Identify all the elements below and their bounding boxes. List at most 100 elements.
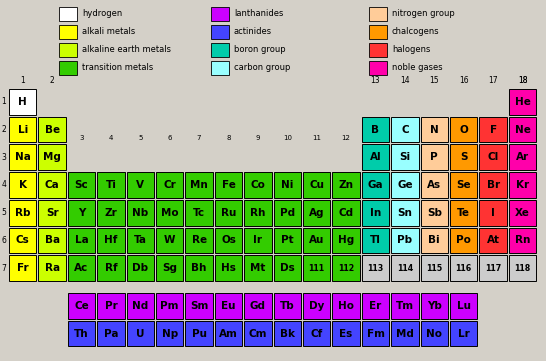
FancyBboxPatch shape xyxy=(479,117,507,142)
FancyBboxPatch shape xyxy=(391,117,419,142)
Text: H: H xyxy=(19,97,27,107)
Text: Ds: Ds xyxy=(280,263,295,273)
FancyBboxPatch shape xyxy=(211,43,229,57)
FancyBboxPatch shape xyxy=(97,227,124,253)
Text: Sr: Sr xyxy=(46,208,58,218)
Text: La: La xyxy=(75,235,88,245)
FancyBboxPatch shape xyxy=(156,172,183,198)
Text: 1: 1 xyxy=(1,97,6,106)
FancyBboxPatch shape xyxy=(186,200,213,226)
Text: 16: 16 xyxy=(459,76,468,85)
FancyBboxPatch shape xyxy=(303,321,330,347)
FancyBboxPatch shape xyxy=(391,144,419,170)
FancyBboxPatch shape xyxy=(391,227,419,253)
Text: At: At xyxy=(486,235,500,245)
FancyBboxPatch shape xyxy=(97,172,124,198)
FancyBboxPatch shape xyxy=(509,144,536,170)
FancyBboxPatch shape xyxy=(59,25,77,39)
FancyBboxPatch shape xyxy=(450,255,477,281)
Text: Cl: Cl xyxy=(488,152,498,162)
Text: 18: 18 xyxy=(518,76,527,85)
Text: Br: Br xyxy=(486,180,500,190)
Text: Nd: Nd xyxy=(132,301,149,311)
FancyBboxPatch shape xyxy=(127,172,154,198)
Text: halogens: halogens xyxy=(392,45,430,55)
Text: As: As xyxy=(427,180,441,190)
Text: 9: 9 xyxy=(256,135,260,142)
FancyBboxPatch shape xyxy=(59,43,77,57)
Text: Al: Al xyxy=(370,152,381,162)
Text: Cd: Cd xyxy=(339,208,354,218)
FancyBboxPatch shape xyxy=(38,144,66,170)
Text: 17: 17 xyxy=(488,76,498,85)
Text: Cs: Cs xyxy=(16,235,29,245)
Text: Gd: Gd xyxy=(250,301,266,311)
FancyBboxPatch shape xyxy=(303,255,330,281)
Text: Sc: Sc xyxy=(75,180,88,190)
FancyBboxPatch shape xyxy=(450,172,477,198)
Text: Ni: Ni xyxy=(281,180,294,190)
Text: 2: 2 xyxy=(1,125,6,134)
Text: Pu: Pu xyxy=(192,329,206,339)
FancyBboxPatch shape xyxy=(274,227,301,253)
Text: V: V xyxy=(136,180,144,190)
Text: Re: Re xyxy=(192,235,207,245)
FancyBboxPatch shape xyxy=(362,117,389,142)
Text: noble gases: noble gases xyxy=(392,64,443,73)
Text: chalcogens: chalcogens xyxy=(392,27,440,36)
Text: 15: 15 xyxy=(430,76,439,85)
FancyBboxPatch shape xyxy=(127,200,154,226)
Text: Po: Po xyxy=(456,235,471,245)
Text: Db: Db xyxy=(132,263,149,273)
Text: Np: Np xyxy=(162,329,178,339)
FancyBboxPatch shape xyxy=(38,227,66,253)
FancyBboxPatch shape xyxy=(509,89,536,115)
Text: Sb: Sb xyxy=(427,208,442,218)
Text: Tm: Tm xyxy=(396,301,414,311)
Text: transition metals: transition metals xyxy=(82,64,153,73)
FancyBboxPatch shape xyxy=(450,321,477,347)
Text: Ca: Ca xyxy=(45,180,60,190)
Text: Se: Se xyxy=(456,180,471,190)
Text: B: B xyxy=(371,125,379,135)
FancyBboxPatch shape xyxy=(156,200,183,226)
Text: Cu: Cu xyxy=(309,180,324,190)
FancyBboxPatch shape xyxy=(274,321,301,347)
Text: 12: 12 xyxy=(342,135,351,142)
Text: Cf: Cf xyxy=(311,329,323,339)
FancyBboxPatch shape xyxy=(391,172,419,198)
Text: Co: Co xyxy=(251,180,265,190)
Text: Lr: Lr xyxy=(458,329,470,339)
FancyBboxPatch shape xyxy=(244,200,271,226)
FancyBboxPatch shape xyxy=(156,293,183,319)
Text: 114: 114 xyxy=(397,264,413,273)
Text: 1: 1 xyxy=(20,76,25,85)
Text: Zn: Zn xyxy=(339,180,354,190)
Text: Am: Am xyxy=(219,329,238,339)
Text: Te: Te xyxy=(457,208,470,218)
Text: Si: Si xyxy=(399,152,411,162)
FancyBboxPatch shape xyxy=(38,200,66,226)
FancyBboxPatch shape xyxy=(38,255,66,281)
Text: 5: 5 xyxy=(1,208,6,217)
FancyBboxPatch shape xyxy=(97,321,124,347)
FancyBboxPatch shape xyxy=(420,117,448,142)
Text: Na: Na xyxy=(15,152,31,162)
Text: Rb: Rb xyxy=(15,208,31,218)
FancyBboxPatch shape xyxy=(244,293,271,319)
FancyBboxPatch shape xyxy=(509,200,536,226)
Text: 18: 18 xyxy=(518,76,527,85)
FancyBboxPatch shape xyxy=(211,61,229,75)
FancyBboxPatch shape xyxy=(369,7,387,21)
Text: Ga: Ga xyxy=(367,180,383,190)
Text: 7: 7 xyxy=(197,135,201,142)
Text: Tb: Tb xyxy=(280,301,295,311)
FancyBboxPatch shape xyxy=(274,172,301,198)
FancyBboxPatch shape xyxy=(186,227,213,253)
FancyBboxPatch shape xyxy=(333,200,360,226)
Text: Mt: Mt xyxy=(250,263,265,273)
FancyBboxPatch shape xyxy=(211,25,229,39)
FancyBboxPatch shape xyxy=(450,293,477,319)
FancyBboxPatch shape xyxy=(97,293,124,319)
Text: Rh: Rh xyxy=(250,208,265,218)
